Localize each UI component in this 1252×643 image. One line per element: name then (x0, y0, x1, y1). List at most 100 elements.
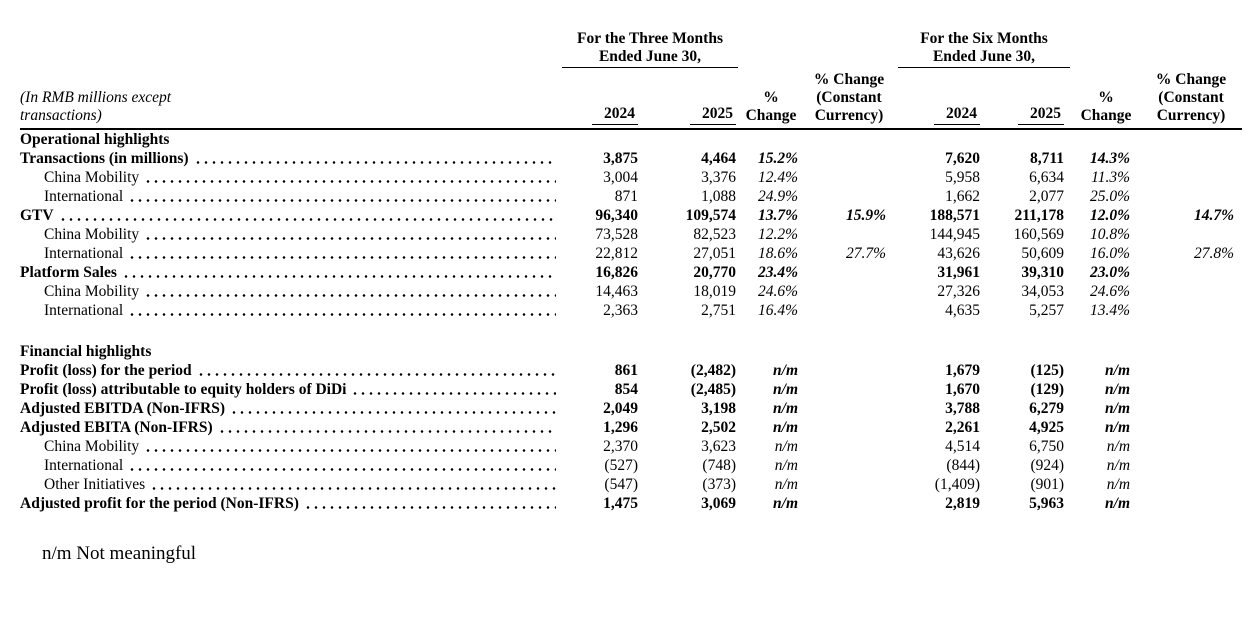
cell-value: (1,409) (934, 476, 980, 493)
row-label-cell: Operational highlights (20, 129, 1242, 149)
cell-value (1140, 361, 1242, 380)
cell-value: (527) (604, 457, 638, 474)
cell-value (1140, 380, 1242, 399)
cell-value: 16.4% (757, 302, 798, 319)
dot-leader (351, 392, 556, 395)
cell-value: 34,053 (1021, 283, 1065, 300)
cell-value: 27,326 (937, 283, 980, 300)
table-row: Platform Sales 16,826 20,770 23.4% 31,961 39,… (20, 263, 1242, 282)
cell-value: n/m (1105, 419, 1131, 436)
cell-value (802, 168, 896, 187)
cell-value: 5,963 (1029, 495, 1065, 512)
table-body: Operational highlights Transactions (in m… (20, 129, 1242, 513)
cell-value (1140, 301, 1242, 320)
row-label: Profit (loss) attributable to equity hol… (20, 381, 347, 398)
table-caption: (In RMB millions except transactions) (20, 71, 560, 130)
cell-value: n/m (773, 495, 798, 512)
dot-leader (196, 373, 556, 376)
cell-value: n/m (773, 381, 798, 398)
row-label: GTV (20, 207, 54, 224)
cell-value: 2,751 (701, 302, 736, 319)
cell-value (802, 437, 896, 456)
cell-value: n/m (1106, 476, 1131, 493)
row-label-cell: International (20, 244, 560, 263)
table-row: GTV 96,340 109,574 13.7% 15.9% 188,571 211,178… (20, 206, 1242, 225)
three-months-group-header: For the Three Months Ended June 30, (560, 30, 740, 71)
dot-leader (144, 237, 556, 240)
cell-value: 188,571 (929, 207, 980, 224)
row-label: International (44, 188, 124, 205)
cell-value (1140, 475, 1242, 494)
dot-leader (303, 506, 556, 509)
cell-value: 14.7% (1193, 207, 1235, 224)
row-label: Platform Sales (20, 264, 117, 281)
row-label-cell: China Mobility (20, 168, 560, 187)
table-row: China Mobility 73,528 82,523 12.2% 144,945 16… (20, 225, 1242, 244)
cell-value: 25.0% (1089, 188, 1131, 205)
cell-value: 82,523 (693, 226, 736, 243)
row-label: China Mobility (44, 438, 140, 455)
cell-value: 3,376 (701, 169, 736, 186)
cell-value: 50,609 (1021, 245, 1065, 262)
footnote: n/m Not meaningful (42, 543, 197, 564)
cell-value: 14,463 (595, 283, 638, 300)
table-row: International 2,363 2,751 16.4% 4,635 5,257 13… (20, 301, 1242, 320)
table-row: China Mobility 2,370 3,623 n/m 4,514 6,750 n/m (20, 437, 1242, 456)
cell-value: 3,623 (701, 438, 736, 455)
dot-leader (217, 430, 556, 433)
cell-value: n/m (1105, 362, 1131, 379)
cell-value (1140, 456, 1242, 475)
cell-value (802, 494, 896, 513)
table-row: International 22,812 27,051 18.6% 27.7% 43,62… (20, 244, 1242, 263)
cell-value (1140, 399, 1242, 418)
row-label-cell: Platform Sales (20, 263, 560, 282)
cell-value: 4,514 (945, 438, 980, 455)
cell-value (1140, 418, 1242, 437)
cell-value: 2,261 (945, 419, 980, 436)
cell-value: 18,019 (693, 283, 736, 300)
cell-value: 16,826 (595, 264, 638, 281)
cell-value: 96,340 (595, 207, 638, 224)
row-label-cell: Adjusted profit for the period (Non-IFRS… (20, 494, 560, 513)
cell-value: n/m (1106, 457, 1131, 474)
table-row: International 871 1,088 24.9% 1,662 2,077 25.0… (20, 187, 1242, 206)
cell-value: 5,958 (945, 169, 980, 186)
cell-value: 13.7% (757, 207, 798, 224)
cell-value: (748) (702, 457, 736, 474)
dot-leader (150, 487, 556, 490)
cell-value: 1,670 (945, 381, 980, 398)
row-label-cell: Financial highlights (20, 342, 1242, 361)
dot-leader (229, 411, 556, 414)
column-header-row: (In RMB millions except transactions) 20… (20, 71, 1243, 130)
cell-value: 16.0% (1089, 245, 1131, 262)
cell-value: 109,574 (685, 207, 736, 224)
cell-value: 31,961 (937, 264, 980, 281)
row-label: Adjusted EBITA (Non-IFRS) (20, 419, 213, 436)
row-label-cell: International (20, 456, 560, 475)
row-label: China Mobility (44, 169, 140, 186)
cell-value: 3,069 (701, 495, 736, 512)
row-label: Adjusted profit for the period (Non-IFRS… (20, 495, 299, 512)
cell-value: n/m (774, 457, 798, 474)
col-header-3m-2025: 2025 (644, 71, 740, 130)
cell-value: 854 (614, 381, 638, 398)
cell-value: 861 (614, 362, 638, 379)
cell-value: 7,620 (945, 150, 980, 167)
cell-value: 12.2% (757, 226, 798, 243)
row-label-cell: Profit (loss) attributable to equity hol… (20, 380, 560, 399)
cell-value (1140, 168, 1242, 187)
cell-value (1140, 437, 1242, 456)
cell-value (802, 149, 896, 168)
six-months-title-line2: Ended June 30, (932, 48, 1036, 65)
cell-value: n/m (774, 476, 798, 493)
dot-leader (193, 161, 556, 164)
cell-value: 6,634 (1029, 169, 1065, 186)
cell-value: 27.8% (1193, 245, 1235, 262)
cell-value (1140, 282, 1242, 301)
cell-value: n/m (773, 362, 798, 379)
cell-value (802, 361, 896, 380)
table-row: Adjusted EBITA (Non-IFRS) 1,296 2,502 n/m 2,… (20, 418, 1242, 437)
cell-value: 2,049 (603, 400, 638, 417)
cell-value: 4,464 (701, 150, 736, 167)
cell-value (802, 225, 896, 244)
